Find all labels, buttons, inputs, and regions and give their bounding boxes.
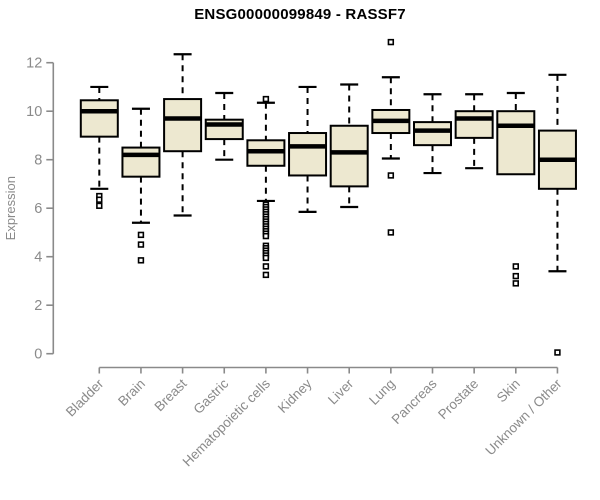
boxplot-hematopoietic-cells — [246, 95, 286, 279]
outlier-point — [512, 263, 520, 270]
x-tick-label: Liver — [325, 376, 357, 408]
y-axis-title: Expression — [3, 176, 18, 240]
boxplot-skin — [496, 91, 536, 287]
outlier-point — [262, 263, 270, 270]
y-tick-label: 8 — [34, 153, 42, 169]
x-tick-label: Brain — [115, 376, 148, 409]
outlier-point — [387, 172, 395, 179]
boxplot-unknown-other — [537, 73, 577, 356]
chart-title: ENSG00000099849 - RASSF7 — [194, 6, 406, 23]
y-tick-label: 0 — [34, 347, 42, 363]
outlier-point — [512, 280, 520, 287]
outlier-point — [387, 38, 395, 46]
boxplot-breast — [163, 53, 203, 217]
boxplot-lung — [371, 38, 411, 236]
iqr-box — [288, 132, 328, 177]
y-tick-label: 2 — [34, 298, 42, 314]
outlier-point — [137, 241, 145, 248]
outlier-point — [512, 272, 520, 280]
outlier-point — [96, 196, 103, 203]
outlier-point — [137, 231, 145, 239]
iqr-box — [163, 98, 203, 153]
x-tick-label: Unknown / Other — [482, 376, 565, 459]
outlier-point — [387, 229, 395, 236]
outlier-point — [262, 232, 270, 240]
iqr-box — [496, 110, 536, 176]
x-tick-label: Pancreas — [389, 376, 440, 427]
x-tick-label: Breast — [152, 376, 190, 414]
outlier-point — [96, 202, 103, 209]
iqr-box — [454, 110, 494, 139]
boxplot-gastric — [204, 91, 244, 161]
x-tick-label: Prostate — [435, 376, 481, 422]
y-tick-label: 10 — [26, 104, 42, 120]
iqr-box — [413, 121, 452, 147]
boxplot-bladder — [79, 85, 119, 209]
boxplot-prostate — [454, 93, 494, 170]
boxplot-brain — [121, 107, 161, 264]
x-tick-label: Lung — [366, 376, 398, 408]
outlier-point — [554, 349, 561, 356]
outlier-point — [137, 257, 145, 264]
outlier-point — [262, 271, 270, 279]
boxplot-liver — [329, 83, 369, 209]
iqr-box — [79, 99, 119, 138]
y-tick-label: 4 — [34, 250, 42, 266]
outlier-point — [262, 254, 270, 262]
boxplot-pancreas — [413, 93, 452, 175]
iqr-box — [329, 124, 369, 188]
y-tick-label: 12 — [26, 56, 42, 72]
outlier-point — [262, 95, 270, 103]
x-tick-label: Bladder — [63, 376, 107, 420]
x-tick-label: Skin — [494, 376, 523, 405]
boxplot-kidney — [288, 85, 328, 213]
iqr-box — [121, 146, 161, 178]
x-tick-label: Gastric — [191, 376, 232, 417]
x-tick-label: Kidney — [275, 376, 315, 416]
y-tick-label: 6 — [34, 201, 42, 217]
